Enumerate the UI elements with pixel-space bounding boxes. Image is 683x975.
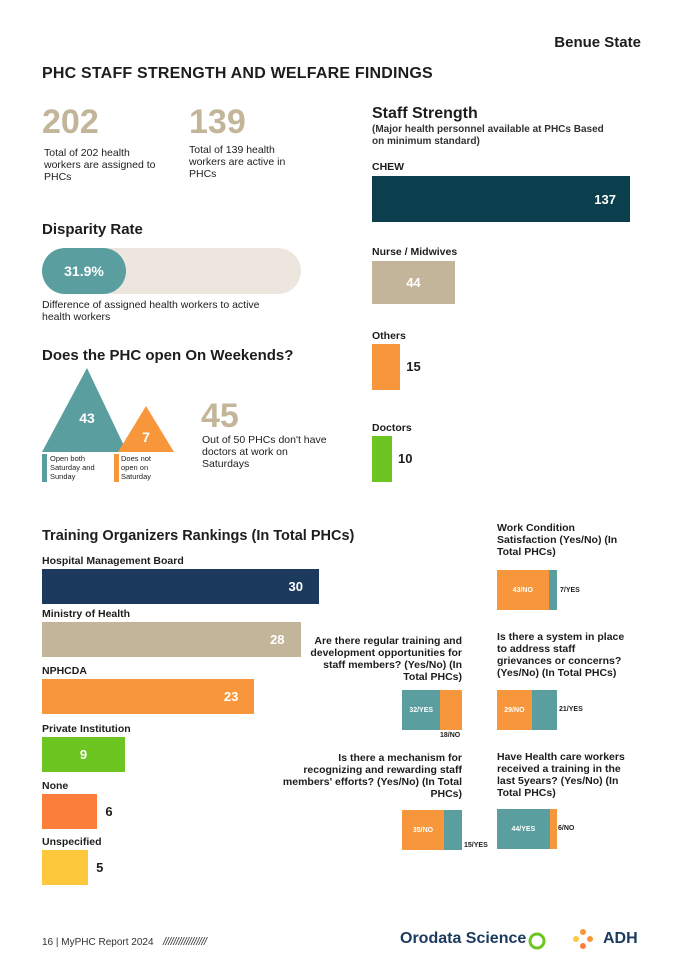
staff-bar-3 bbox=[372, 436, 392, 482]
q4-text: Is there a mechanism for recognizing and… bbox=[282, 752, 462, 800]
assigned-workers-number: 202 bbox=[42, 103, 99, 141]
staff-label-0: CHEW bbox=[372, 161, 405, 173]
staff-subtitle: (Major health personnel available at PHC… bbox=[372, 124, 604, 147]
q1-text: Work Condition Satisfaction (Yes/No) (In… bbox=[497, 522, 618, 558]
disparity-track: 31.9% bbox=[42, 248, 301, 294]
open-legend-swatch bbox=[42, 454, 47, 482]
weekends-title: Does the PHC open On Weekends? bbox=[42, 347, 294, 364]
training-value-3: 9 bbox=[79, 747, 88, 762]
disparity-title: Disparity Rate bbox=[42, 221, 143, 238]
training-bar-4 bbox=[42, 794, 98, 829]
q4-yes-label: 15/YES bbox=[464, 842, 488, 849]
staff-value-2: 15 bbox=[406, 359, 421, 374]
open-triangle bbox=[42, 368, 127, 452]
adh-logo-text: ADH bbox=[603, 930, 638, 947]
q5-no-label: 6/NO bbox=[558, 825, 575, 832]
q5-no-segment bbox=[549, 809, 557, 849]
training-bar-2: 23 bbox=[42, 679, 255, 714]
staff-bar-0: 137 bbox=[372, 176, 630, 222]
training-label-5: Unspecified bbox=[42, 836, 102, 848]
orodata-logo-text: Orodata Science bbox=[400, 930, 527, 947]
state-name: Benue State bbox=[554, 34, 641, 51]
training-value-0: 30 bbox=[288, 579, 303, 594]
training-label-2: NPHCDA bbox=[42, 665, 87, 677]
q1-yes-label: 7/YES bbox=[560, 587, 580, 594]
q5-yes-label: 44/YES bbox=[511, 825, 536, 833]
q4-no-label: 35/NO bbox=[412, 826, 434, 834]
q5-yes-segment: 44/YES bbox=[497, 809, 550, 849]
footer-page: 16 | MyPHC Report 2024 bbox=[42, 937, 154, 948]
training-value-4: 6 bbox=[105, 804, 113, 819]
q2-bar: 32/YES bbox=[402, 690, 462, 730]
closed-value: 7 bbox=[142, 429, 150, 445]
q4-yes-segment bbox=[444, 810, 462, 850]
q5-bar: 44/YES bbox=[497, 809, 557, 849]
training-value-1: 28 bbox=[270, 632, 285, 647]
active-workers-number: 139 bbox=[189, 103, 246, 141]
active-workers-text: Total of 139 health workers are active i… bbox=[189, 144, 286, 180]
q2-yes-label: 32/YES bbox=[409, 706, 434, 714]
orodata-logo: Orodata Science bbox=[400, 930, 526, 948]
q3-yes-label: 21/YES bbox=[559, 706, 583, 713]
no-doctors-number: 45 bbox=[201, 397, 239, 435]
training-label-0: Hospital Management Board bbox=[42, 555, 184, 567]
staff-label-1: Nurse / Midwives bbox=[372, 246, 458, 258]
disparity-caption: Difference of assigned health workers to… bbox=[42, 299, 260, 323]
no-doctors-text: Out of 50 PHCs don't have doctors at wor… bbox=[202, 434, 327, 470]
staff-value-0: 137 bbox=[594, 191, 616, 207]
training-bar-0: 30 bbox=[42, 569, 319, 604]
q5-text: Have Health care workers received a trai… bbox=[497, 751, 625, 799]
disparity-value: 31.9% bbox=[64, 263, 104, 279]
assigned-workers-text: Total of 202 health workers are assigned… bbox=[44, 147, 156, 183]
q3-no-label: 29/NO bbox=[504, 706, 525, 714]
training-bar-3: 9 bbox=[42, 737, 126, 772]
closed-legend-swatch bbox=[114, 454, 119, 482]
training-label-3: Private Institution bbox=[42, 723, 131, 735]
training-label-1: Ministry of Health bbox=[42, 608, 131, 620]
q3-yes-segment bbox=[531, 690, 557, 730]
closed-legend-label: Does not open on Saturday bbox=[121, 454, 152, 481]
staff-value-1: 44 bbox=[406, 275, 421, 290]
orodata-logo-icon bbox=[528, 932, 546, 950]
q1-no-segment: 43/NO bbox=[497, 570, 549, 610]
open-legend-label: Open both Saturday and Sunday bbox=[50, 454, 95, 481]
closed-triangle bbox=[118, 406, 174, 452]
q2-no-segment bbox=[440, 690, 462, 730]
q2-no-label: 18/NO bbox=[440, 732, 461, 739]
staff-label-3: Doctors bbox=[372, 422, 412, 434]
training-value-2: 23 bbox=[223, 689, 239, 704]
q4-bar: 35/NO bbox=[402, 810, 462, 850]
q1-yes-segment bbox=[548, 570, 557, 610]
staff-bar-2 bbox=[372, 344, 401, 390]
weekend-triangles: 43 7 bbox=[42, 368, 174, 452]
training-bar-5 bbox=[42, 850, 89, 885]
q3-text: Is there a system in place to address st… bbox=[497, 631, 625, 679]
open-value: 43 bbox=[79, 410, 95, 426]
q4-no-segment: 35/NO bbox=[402, 810, 444, 850]
q1-bar: 43/NO bbox=[497, 570, 557, 610]
disparity-fill: 31.9% bbox=[42, 248, 126, 294]
adh-logo: ADH bbox=[603, 930, 638, 948]
staff-value-3: 10 bbox=[398, 451, 413, 466]
q3-bar: 29/NO bbox=[497, 690, 557, 730]
q2-text: Are there regular training and developme… bbox=[310, 635, 462, 683]
page-title: PHC STAFF STRENGTH AND WELFARE FINDINGS bbox=[42, 65, 433, 82]
staff-bar-1: 44 bbox=[372, 261, 455, 304]
q1-no-label: 43/NO bbox=[512, 586, 533, 594]
adh-logo-icon bbox=[573, 929, 593, 949]
q2-yes-segment: 32/YES bbox=[402, 690, 441, 730]
staff-title: Staff Strength bbox=[372, 105, 478, 122]
footer-slashes: ///////////////// bbox=[163, 936, 207, 948]
training-label-4: None bbox=[42, 780, 69, 792]
training-bar-1: 28 bbox=[42, 622, 301, 657]
q3-no-segment: 29/NO bbox=[497, 690, 532, 730]
staff-label-2: Others bbox=[372, 330, 406, 342]
training-title: Training Organizers Rankings (In Total P… bbox=[42, 528, 355, 544]
training-value-5: 5 bbox=[96, 860, 104, 875]
